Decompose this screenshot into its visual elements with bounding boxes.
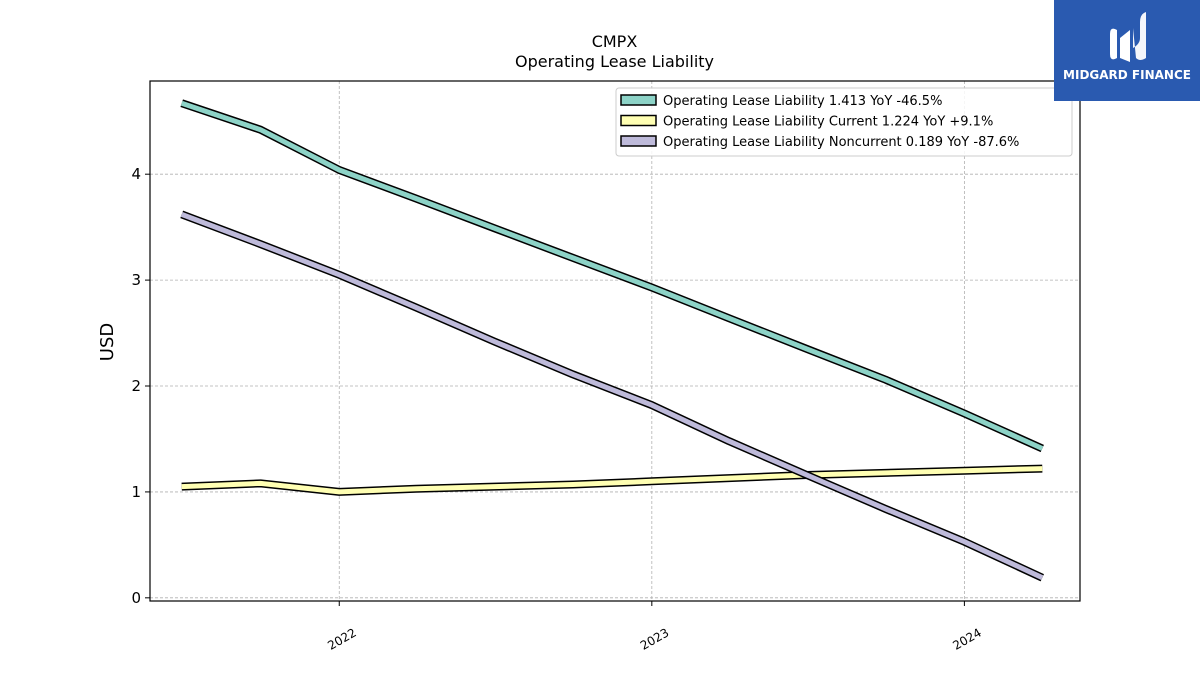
- legend-label-2: Operating Lease Liability Current 1.224 …: [663, 115, 993, 130]
- y-tick-label: 4: [131, 165, 141, 183]
- plot-frame: [149, 80, 1081, 602]
- x-tick-label: 2024: [950, 625, 983, 652]
- x-tick-label: 2023: [638, 625, 671, 652]
- series-line-2: [181, 466, 1043, 495]
- legend-swatch-2: [620, 114, 657, 127]
- y-tick-label: 3: [131, 271, 141, 289]
- series-line-3: [180, 212, 1044, 580]
- y-tick-label: 2: [131, 377, 141, 395]
- legend-box: [615, 87, 1073, 157]
- logo-text: MIDGARD FINANCE: [1063, 68, 1191, 82]
- logo-mark-icon: [1110, 12, 1146, 62]
- y-tick-label: 0: [131, 589, 141, 607]
- legend-label-3: Operating Lease Liability Noncurrent 0.1…: [663, 135, 1019, 150]
- series-line-1: [180, 100, 1044, 451]
- chart-title: CMPX: [591, 32, 638, 51]
- legend-label-1: Operating Lease Liability 1.413 YoY -46.…: [663, 94, 942, 109]
- y-tick-label: 1: [131, 483, 141, 501]
- y-axis-label: USD: [97, 323, 118, 361]
- legend-swatch-3: [620, 135, 657, 147]
- legend-swatch-1: [620, 94, 657, 106]
- x-tick-label: 2022: [325, 625, 358, 652]
- chart-subtitle: Operating Lease Liability: [514, 52, 715, 71]
- midgard-finance-logo: MIDGARD FINANCE: [1054, 0, 1200, 101]
